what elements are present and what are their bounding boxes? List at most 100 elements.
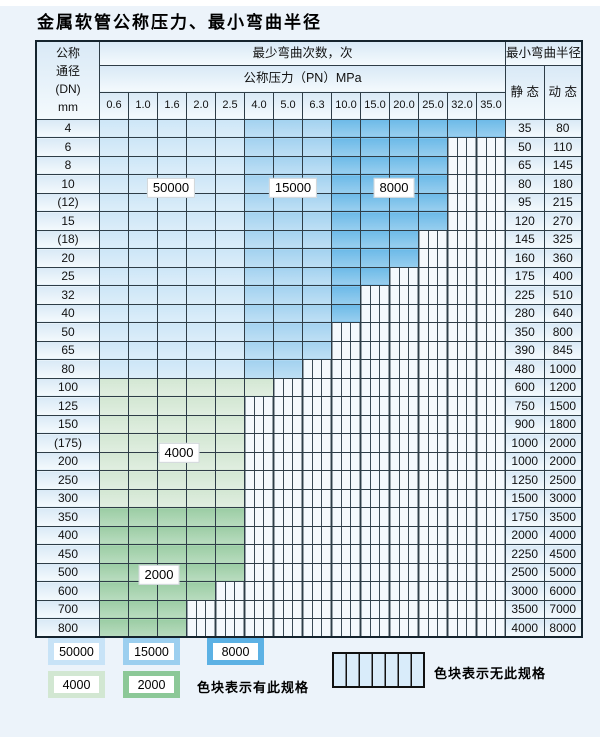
spec-cell — [157, 174, 187, 194]
no-spec-cell — [244, 433, 274, 453]
static-radius-cell: 65 — [505, 155, 545, 175]
dn-cell: 350 — [35, 507, 100, 527]
no-spec-cell — [389, 581, 419, 601]
dn-cell: 600 — [35, 581, 100, 601]
spec-cell — [128, 155, 158, 175]
table-row: (18) 145 325 — [35, 229, 583, 249]
dynamic-radius-cell: 360 — [543, 248, 583, 268]
static-radius-cell: 350 — [505, 322, 545, 342]
spec-cell — [128, 248, 158, 268]
no-spec-cell — [418, 322, 448, 342]
spec-cell — [302, 340, 332, 360]
dynamic-radius-cell: 325 — [543, 229, 583, 249]
spec-cell — [302, 174, 332, 194]
table-row: 450 2250 4500 — [35, 544, 583, 564]
table-row: 500 2500 5000 — [35, 562, 583, 582]
no-spec-cell — [389, 544, 419, 564]
no-spec-cell — [186, 618, 216, 638]
pressure-value-header: 2.0 — [186, 91, 216, 120]
static-radius-cell: 390 — [505, 340, 545, 360]
spec-cell — [418, 192, 448, 212]
spec-cell — [99, 211, 129, 231]
no-spec-cell — [447, 174, 477, 194]
dynamic-radius-cell: 1500 — [543, 396, 583, 416]
dynamic-radius-cell: 2500 — [543, 470, 583, 490]
spec-cell — [99, 451, 129, 471]
no-spec-cell — [331, 525, 361, 545]
no-spec-cell — [447, 562, 477, 582]
spec-cell — [157, 359, 187, 379]
spec-cell — [244, 229, 274, 249]
no-spec-cell — [273, 488, 303, 508]
spec-cell — [128, 174, 158, 194]
no-spec-cell — [302, 525, 332, 545]
no-spec-cell — [447, 414, 477, 434]
pressure-value-header: 1.6 — [157, 91, 187, 120]
no-spec-cell — [476, 340, 506, 360]
no-spec-cell — [447, 248, 477, 268]
pressure-value-header: 5.0 — [273, 91, 303, 120]
pressure-value-header: 0.6 — [99, 91, 129, 120]
no-spec-cell — [447, 507, 477, 527]
static-radius-cell: 80 — [505, 174, 545, 194]
spec-cell — [186, 377, 216, 397]
spec-cell — [99, 229, 129, 249]
dn-cell: 25 — [35, 266, 100, 286]
header-row-1: 公称 通径 (DN) mm 最少弯曲次数，次 最小弯曲半径 — [35, 40, 583, 120]
spec-cell — [273, 359, 303, 379]
spec-cell — [476, 118, 506, 138]
spec-cell — [244, 174, 274, 194]
no-spec-cell — [418, 470, 448, 490]
spec-cell — [157, 618, 187, 638]
no-spec-cell — [418, 303, 448, 323]
spec-cell — [186, 303, 216, 323]
dn-cell: 700 — [35, 599, 100, 619]
static-radius-cell: 145 — [505, 229, 545, 249]
no-spec-cell — [389, 266, 419, 286]
static-column-header: 静 态 — [505, 64, 545, 120]
dynamic-radius-cell: 2000 — [543, 433, 583, 453]
dynamic-radius-cell: 215 — [543, 192, 583, 212]
no-spec-cell — [273, 544, 303, 564]
spec-cell — [99, 377, 129, 397]
no-spec-cell — [360, 433, 390, 453]
spec-cell — [99, 581, 129, 601]
spec-cell — [244, 266, 274, 286]
dynamic-radius-cell: 4500 — [543, 544, 583, 564]
spec-cell — [99, 248, 129, 268]
spec-cell — [418, 155, 448, 175]
spec-cell — [157, 155, 187, 175]
spec-cell — [128, 562, 158, 582]
spec-cell — [157, 544, 187, 564]
spec-cell — [244, 340, 274, 360]
no-spec-cell — [418, 562, 448, 582]
spec-cell — [128, 192, 158, 212]
no-spec-cell — [418, 507, 448, 527]
spec-cell — [99, 414, 129, 434]
dn-cell: 8 — [35, 155, 100, 175]
no-spec-cell — [447, 544, 477, 564]
no-spec-cell — [360, 544, 390, 564]
static-radius-cell: 1750 — [505, 507, 545, 527]
no-spec-cell — [302, 377, 332, 397]
spec-cell — [389, 229, 419, 249]
no-spec-cell — [360, 618, 390, 638]
legend-swatch: 4000 — [48, 671, 105, 698]
pressure-value-header: 35.0 — [476, 91, 506, 120]
legend-unavailable-note: 色块表示无此规格 — [434, 666, 547, 681]
no-spec-cell — [418, 488, 448, 508]
no-spec-cell — [418, 285, 448, 305]
no-spec-cell — [418, 433, 448, 453]
no-spec-cell — [389, 507, 419, 527]
pressure-value-header: 20.0 — [389, 91, 419, 120]
spec-cell — [99, 618, 129, 638]
no-spec-cell — [389, 303, 419, 323]
spec-cell — [157, 488, 187, 508]
spec-cell — [273, 303, 303, 323]
no-spec-cell — [447, 525, 477, 545]
no-spec-cell — [302, 618, 332, 638]
spec-cell — [99, 192, 129, 212]
no-spec-cell — [418, 544, 448, 564]
no-spec-cell — [476, 322, 506, 342]
spec-cell — [302, 303, 332, 323]
